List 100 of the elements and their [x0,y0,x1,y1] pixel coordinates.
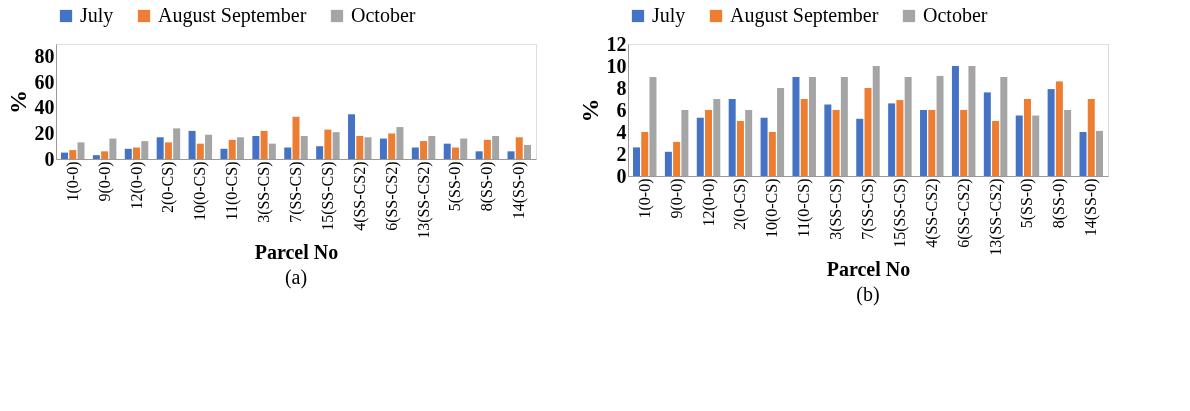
bar [664,151,672,176]
x-tick-label: 4(SS-CS2) [922,178,941,248]
bar [800,99,808,176]
bar [728,99,736,176]
bar [896,100,904,176]
bar [856,118,864,176]
x-tick-label: 12(0-0) [699,178,718,227]
bar [951,66,959,176]
bar [920,110,928,176]
y-tick-label: 0 [616,164,627,187]
bar [188,130,196,159]
bar [705,110,713,176]
x-tick-label: 10(0-CS) [191,161,210,222]
bar [1023,99,1031,176]
x-tick-label: 11(0-CS) [223,161,242,221]
bar [356,136,364,159]
bar [92,155,100,159]
legend-label: October [923,4,988,26]
bar [1015,115,1023,176]
bar [768,132,776,176]
bar [124,148,132,159]
y-tick-label: 80 [34,45,55,68]
x-tick-label: 14(SS-0) [1082,178,1101,237]
bar [824,104,832,176]
legend-label: August September [730,4,879,27]
x-tick-label: 15(SS-CS) [318,161,337,231]
x-tick-label: 5(SS-0) [446,161,465,212]
bar [864,88,872,176]
x-tick-label: 7(SS-CS) [287,161,305,223]
bar [252,136,260,159]
bar [736,121,744,176]
bar [983,92,991,176]
x-tick-label: 13(SS-CS2) [986,178,1005,256]
y-tick-label: 0 [44,147,55,170]
x-tick-label: 3(SS-CS) [255,161,274,223]
bar [379,138,387,159]
bar [443,143,451,159]
y-tick-label: 20 [34,121,55,144]
bar [515,137,523,159]
x-tick-label: 5(SS-0) [1018,178,1037,229]
bar [324,129,332,159]
bar [388,133,396,159]
bar [507,151,515,159]
bar [832,110,840,176]
x-tick-label: 2(0-CS) [731,178,750,231]
legend-label: October [351,4,416,26]
bar [992,121,1000,176]
y-tick-label: 10 [606,54,627,77]
bar [316,146,324,159]
bar [220,148,228,159]
bar [228,139,236,159]
bar [760,117,768,176]
y-tick-label: 8 [616,76,627,99]
x-tick-label: 1(0-0) [635,178,654,219]
bar [348,114,356,159]
bar [260,130,268,159]
bar [475,151,483,159]
legend-label: July [80,4,114,27]
bar [69,150,77,159]
bar [1047,89,1055,176]
bar [61,152,68,159]
bar [196,143,204,159]
y-tick-label: 40 [34,96,55,119]
bar [928,110,936,176]
x-tick-label: 10(0-CS) [763,178,782,239]
x-tick-label: 8(SS-0) [1050,178,1069,229]
x-tick-label: 15(SS-CS) [890,178,909,248]
bar [164,142,172,159]
y-tick-label: 12 [606,32,627,55]
x-tick-label: 6(SS-CS2) [382,161,401,231]
x-tick-label: 9(0-0) [95,161,114,202]
bar [633,147,640,176]
bar [1079,132,1087,176]
bar [284,147,292,159]
x-tick-label: 11(0-CS) [795,178,814,238]
y-axis-title: % [576,98,603,123]
bar [696,117,704,176]
bar [888,103,896,176]
x-tick-label: 7(SS-CS) [859,178,877,240]
y-tick-label: 60 [34,70,55,93]
x-tick-label: 1(0-0) [63,161,82,202]
text: (a) [284,266,308,290]
x-tick-label: 14(SS-0) [510,161,529,220]
y-tick-label: 6 [616,98,627,121]
y-tick-label: 4 [616,120,627,143]
bar [792,77,800,176]
bar [420,141,428,159]
text: (b) [856,283,880,307]
bar [483,139,491,159]
legend-label: July [652,4,686,27]
x-tick-label: 9(0-0) [667,178,686,219]
bar [1087,99,1095,176]
y-tick-label: 2 [616,142,627,165]
x-tick-label: 2(0-CS) [159,161,178,214]
x-tick-label: 4(SS-CS2) [350,161,369,231]
x-tick-label: 13(SS-CS2) [414,161,433,239]
x-tick-label: 3(SS-CS) [827,178,846,240]
bar [673,141,681,176]
bar [101,151,109,159]
bar [133,147,141,159]
